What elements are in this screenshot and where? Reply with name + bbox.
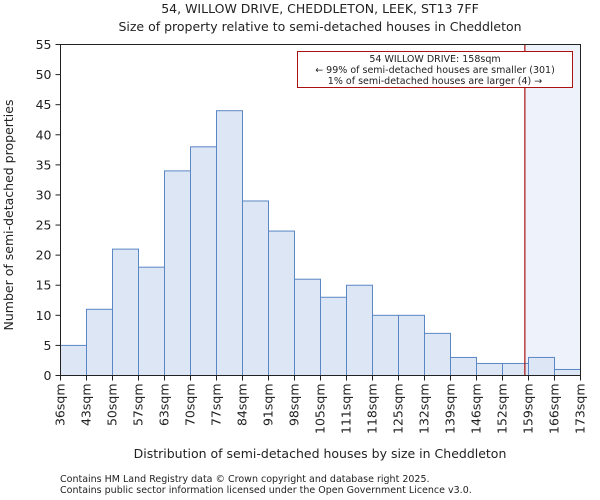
footer-line2: Contains public sector information licen… xyxy=(60,485,472,496)
bar-98sqm xyxy=(294,278,321,376)
bar-159sqm xyxy=(528,356,555,377)
annotation-line3: 1% of semi-detached houses are larger (4… xyxy=(328,76,542,87)
y-tick-label-35: 35 xyxy=(36,157,52,172)
x-tick-label-125sqm: 125sqm xyxy=(391,384,406,434)
x-tick-label-105sqm: 105sqm xyxy=(313,384,328,434)
x-tick-label-91sqm: 91sqm xyxy=(261,384,276,427)
y-tick-label-25: 25 xyxy=(36,218,52,233)
x-tick-label-173sqm: 173sqm xyxy=(573,384,588,434)
bar-139sqm xyxy=(450,356,477,377)
y-axis-label: Number of semi-detached properties xyxy=(1,100,16,331)
bar-118sqm xyxy=(372,314,399,376)
x-tick-label-43sqm: 43sqm xyxy=(79,384,94,427)
bar-77sqm xyxy=(216,110,243,376)
bar-36sqm xyxy=(60,344,87,376)
y-tick-label-40: 40 xyxy=(36,127,52,142)
y-tick-label-5: 5 xyxy=(44,338,52,353)
x-tick-label-159sqm: 159sqm xyxy=(521,384,536,434)
bar-50sqm xyxy=(112,248,139,376)
x-tick-label-77sqm: 77sqm xyxy=(209,384,224,427)
bar-132sqm xyxy=(424,332,451,377)
annotation-line1: 54 WILLOW DRIVE: 158sqm xyxy=(369,54,500,65)
bar-146sqm xyxy=(476,362,503,376)
x-tick-label-166sqm: 166sqm xyxy=(547,384,562,434)
bar-125sqm xyxy=(398,314,425,376)
y-tick-label-10: 10 xyxy=(36,308,52,323)
bar-111sqm xyxy=(346,284,373,376)
chart-title-line2: Size of property relative to semi-detach… xyxy=(118,19,521,34)
y-tick-label-55: 55 xyxy=(36,37,52,52)
x-tick-label-57sqm: 57sqm xyxy=(131,384,146,427)
bar-166sqm xyxy=(554,368,581,376)
x-tick-label-70sqm: 70sqm xyxy=(183,384,198,427)
bar-84sqm xyxy=(242,200,269,376)
y-tick-label-20: 20 xyxy=(36,248,52,263)
y-tick-label-50: 50 xyxy=(36,67,52,82)
x-tick-label-50sqm: 50sqm xyxy=(105,384,120,427)
x-tick-label-118sqm: 118sqm xyxy=(365,384,380,434)
bar-63sqm xyxy=(164,170,191,376)
footer-line1: Contains HM Land Registry data © Crown c… xyxy=(60,474,430,485)
y-tick-label-30: 30 xyxy=(36,187,52,202)
annotation-line2: ← 99% of semi-detached houses are smalle… xyxy=(315,65,555,76)
larger-region-highlight xyxy=(524,44,581,376)
x-axis-label: Distribution of semi-detached houses by … xyxy=(134,446,507,461)
x-tick-label-111sqm: 111sqm xyxy=(339,384,354,434)
x-tick-label-36sqm: 36sqm xyxy=(53,384,68,427)
bar-57sqm xyxy=(138,266,165,376)
x-tick-label-139sqm: 139sqm xyxy=(443,384,458,434)
x-tick-label-132sqm: 132sqm xyxy=(417,384,432,434)
y-tick-label-45: 45 xyxy=(36,97,52,112)
x-tick-label-63sqm: 63sqm xyxy=(157,384,172,427)
annotation-box-border xyxy=(297,51,573,88)
bar-70sqm xyxy=(190,146,217,376)
x-tick-label-152sqm: 152sqm xyxy=(495,384,510,434)
bar-43sqm xyxy=(86,308,113,376)
bar-105sqm xyxy=(320,296,347,377)
annotation-box: 54 WILLOW DRIVE: 158sqm ← 99% of semi-de… xyxy=(297,51,573,88)
x-tick-label-146sqm: 146sqm xyxy=(469,384,484,434)
x-tick-label-84sqm: 84sqm xyxy=(235,384,250,427)
y-tick-label-15: 15 xyxy=(36,278,52,293)
bar-91sqm xyxy=(268,230,295,376)
chart-title-line1: 54, WILLOW DRIVE, CHEDDLETON, LEEK, ST13… xyxy=(161,1,479,16)
x-tick-label-98sqm: 98sqm xyxy=(287,384,302,427)
y-tick-label-0: 0 xyxy=(44,368,52,383)
